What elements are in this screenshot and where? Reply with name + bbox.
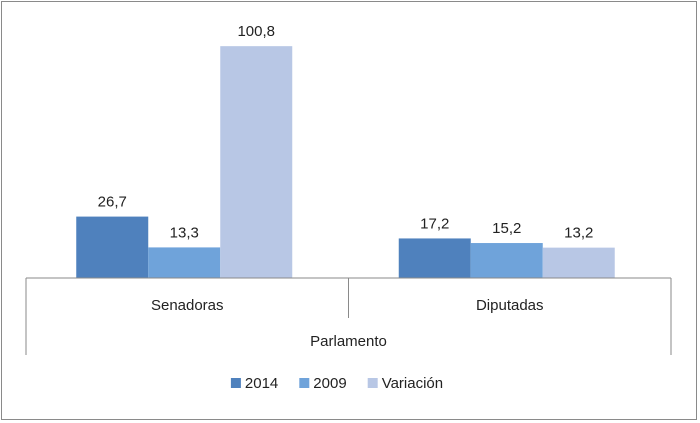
bar-diputadas-variación: [542, 247, 615, 278]
bar-senadoras-2014: [76, 216, 149, 278]
value-label-senadoras-variación: 100,8: [237, 23, 275, 40]
legend-swatch-variación: [367, 378, 378, 388]
legend-label-2014: 2014: [245, 375, 278, 392]
category-axis: Senadoras Diputadas Parlamento: [25, 277, 672, 355]
legend-label-variación: Variación: [382, 375, 443, 392]
value-label-senadoras-2014: 26,7: [98, 194, 127, 211]
value-label-senadoras-2009: 13,3: [170, 224, 199, 241]
legend-swatch-2014: [230, 378, 241, 388]
bars-layer: [76, 46, 615, 278]
bar-diputadas-2014: [398, 238, 471, 278]
value-labels-layer: 26,7 13,3 100,8 17,2 15,2 13,2: [98, 23, 594, 241]
value-label-diputadas-2014: 17,2: [420, 215, 449, 232]
category-label-senadoras: Senadoras: [151, 297, 224, 314]
category-label-diputadas: Diputadas: [476, 297, 544, 314]
bar-senadoras-variación: [220, 46, 293, 278]
bar-diputadas-2009: [470, 243, 543, 278]
group-label: Parlamento: [310, 333, 387, 350]
value-label-diputadas-2009: 15,2: [492, 220, 521, 237]
legend: 2014 2009 Variación: [230, 375, 443, 392]
legend-swatch-2009: [299, 378, 310, 388]
bar-senadoras-2009: [148, 247, 221, 278]
legend-label-2009: 2009: [313, 375, 346, 392]
value-label-diputadas-variación: 13,2: [564, 225, 593, 242]
